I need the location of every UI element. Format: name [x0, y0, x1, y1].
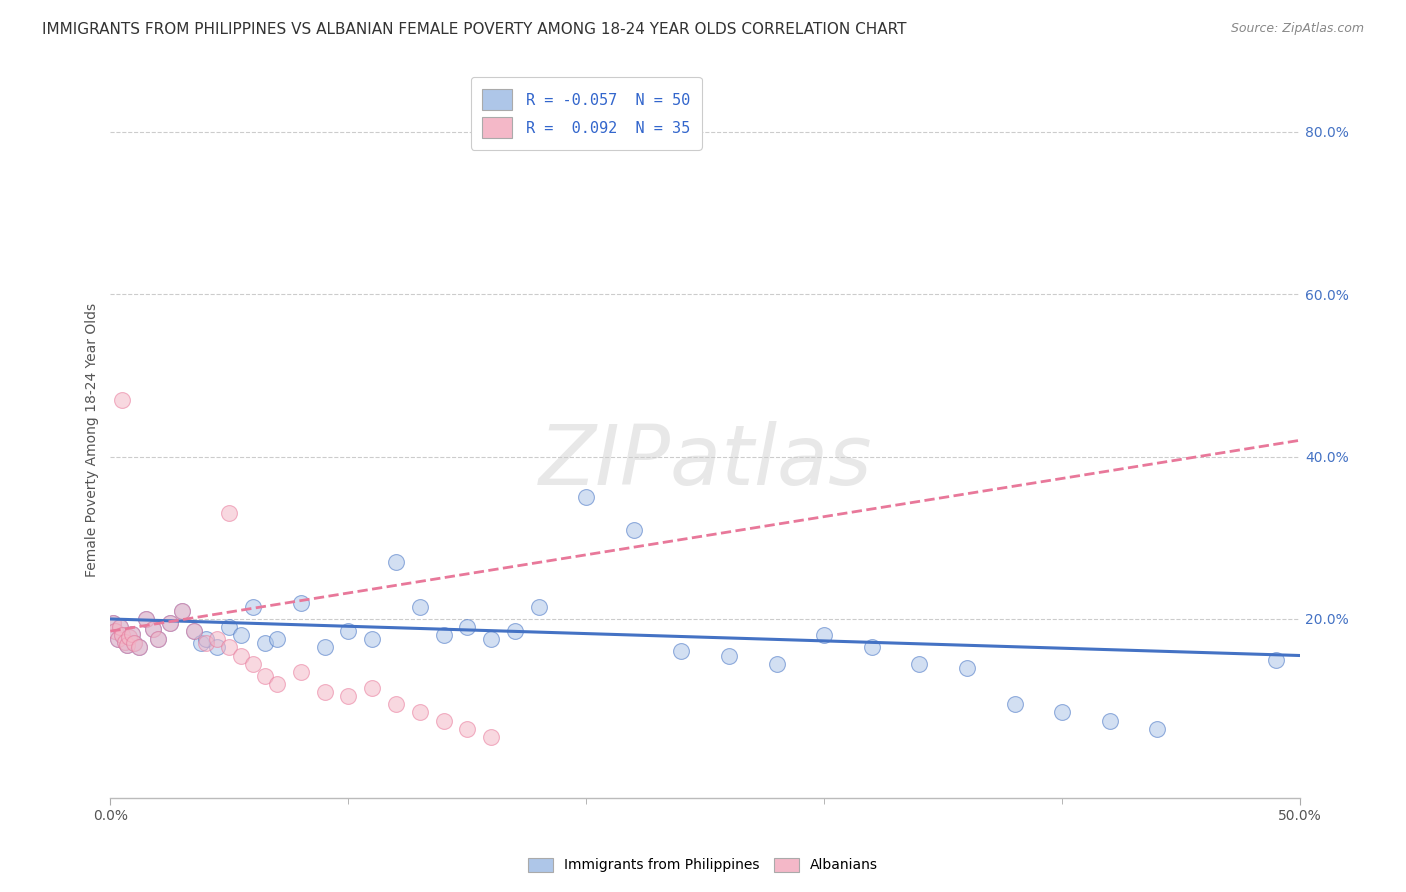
Point	[432, 714, 454, 728]
Point	[314, 640, 336, 655]
Point	[118, 630, 141, 644]
Point	[107, 632, 129, 647]
Point	[254, 669, 277, 683]
Y-axis label: Female Poverty Among 18-24 Year Olds: Female Poverty Among 18-24 Year Olds	[86, 303, 100, 577]
Point	[128, 640, 150, 655]
Point	[409, 599, 432, 614]
Point	[765, 657, 787, 671]
Point	[114, 634, 136, 648]
Point	[170, 604, 193, 618]
Point	[860, 640, 883, 655]
Point	[118, 630, 141, 644]
Point	[101, 615, 124, 630]
Point	[135, 612, 157, 626]
Point	[121, 626, 143, 640]
Point	[409, 706, 432, 720]
Legend: R = -0.057  N = 50, R =  0.092  N = 35: R = -0.057 N = 50, R = 0.092 N = 35	[471, 77, 702, 150]
Point	[142, 622, 165, 636]
Point	[122, 636, 145, 650]
Point	[218, 640, 240, 655]
Point	[266, 632, 288, 647]
Point	[111, 628, 134, 642]
Point	[115, 638, 138, 652]
Point	[104, 624, 127, 639]
Legend: Immigrants from Philippines, Albanians: Immigrants from Philippines, Albanians	[523, 852, 883, 878]
Point	[527, 599, 550, 614]
Point	[503, 624, 526, 639]
Text: ZIPatlas: ZIPatlas	[538, 421, 872, 502]
Point	[121, 626, 143, 640]
Point	[231, 648, 253, 663]
Point	[183, 624, 205, 639]
Point	[1265, 652, 1288, 666]
Point	[183, 624, 205, 639]
Point	[142, 622, 165, 636]
Point	[122, 636, 145, 650]
Point	[231, 628, 253, 642]
Point	[218, 620, 240, 634]
Point	[242, 657, 264, 671]
Point	[456, 722, 478, 736]
Point	[956, 661, 979, 675]
Point	[290, 665, 312, 679]
Point	[159, 615, 181, 630]
Point	[385, 698, 408, 712]
Point	[194, 636, 217, 650]
Point	[1050, 706, 1073, 720]
Point	[146, 632, 169, 647]
Point	[479, 632, 502, 647]
Point	[114, 634, 136, 648]
Point	[135, 612, 157, 626]
Point	[190, 636, 212, 650]
Point	[218, 507, 240, 521]
Text: Source: ZipAtlas.com: Source: ZipAtlas.com	[1230, 22, 1364, 36]
Point	[207, 640, 229, 655]
Point	[170, 604, 193, 618]
Point	[813, 628, 835, 642]
Point	[111, 628, 134, 642]
Point	[207, 632, 229, 647]
Point	[479, 730, 502, 744]
Text: IMMIGRANTS FROM PHILIPPINES VS ALBANIAN FEMALE POVERTY AMONG 18-24 YEAR OLDS COR: IMMIGRANTS FROM PHILIPPINES VS ALBANIAN …	[42, 22, 907, 37]
Point	[337, 689, 360, 703]
Point	[266, 677, 288, 691]
Point	[385, 555, 408, 569]
Point	[108, 620, 131, 634]
Point	[671, 644, 693, 658]
Point	[242, 599, 264, 614]
Point	[194, 632, 217, 647]
Point	[254, 636, 277, 650]
Point	[908, 657, 931, 671]
Point	[314, 685, 336, 699]
Point	[718, 648, 741, 663]
Point	[432, 628, 454, 642]
Point	[361, 632, 384, 647]
Point	[111, 392, 134, 407]
Point	[1004, 698, 1026, 712]
Point	[361, 681, 384, 695]
Point	[623, 523, 645, 537]
Point	[290, 596, 312, 610]
Point	[1098, 714, 1121, 728]
Point	[146, 632, 169, 647]
Point	[115, 638, 138, 652]
Point	[101, 615, 124, 630]
Point	[1146, 722, 1168, 736]
Point	[108, 620, 131, 634]
Point	[128, 640, 150, 655]
Point	[159, 615, 181, 630]
Point	[575, 490, 598, 504]
Point	[337, 624, 360, 639]
Point	[104, 624, 127, 639]
Point	[107, 632, 129, 647]
Point	[456, 620, 478, 634]
